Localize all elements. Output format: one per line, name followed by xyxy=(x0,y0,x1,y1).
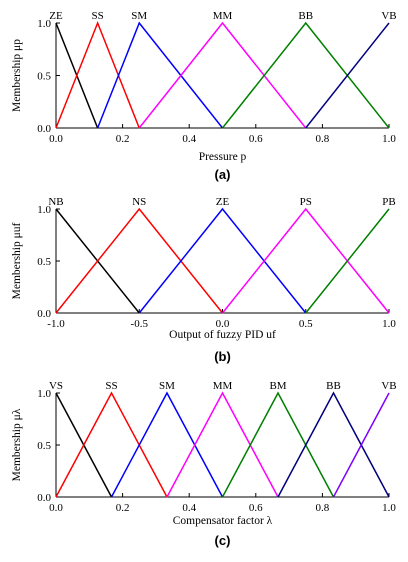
mf-line-ze xyxy=(138,207,307,314)
chart-panel-2: 0.0 0.2 0.4 0.6 0.8 1.00.00.51.0VS SS SM MM BM BB V… xyxy=(11,380,397,548)
x-tick-label: -0.5 xyxy=(131,318,149,330)
x-tick-label: 0.8 xyxy=(316,133,330,145)
y-tick-label: 1.0 xyxy=(37,18,51,30)
panel-letter: (a) xyxy=(215,167,231,182)
x-axis-title: Output of fuzzy PID uf xyxy=(169,329,276,341)
mf-label-ze: ZE xyxy=(49,10,63,22)
x-tick-label: 0.0 xyxy=(49,133,63,145)
mf-label-ss: SS xyxy=(105,380,117,392)
y-tick-label: 0.5 xyxy=(37,71,51,83)
mf-label-ns: NS xyxy=(132,196,146,208)
y-axis-title: Membership μuf xyxy=(11,222,23,299)
y-tick-label: 1.0 xyxy=(37,388,51,400)
x-tick-label: 0.0 xyxy=(49,502,63,514)
x-tick-label: 1.0 xyxy=(382,318,396,330)
mf-label-pb: PB xyxy=(382,196,395,208)
y-axis-title: Membership μp xyxy=(11,39,23,112)
mf-label-bb: BB xyxy=(298,10,313,22)
y-tick-label: 0.5 xyxy=(37,256,51,268)
mf-line-bb xyxy=(221,21,390,129)
mf-label-bb: BB xyxy=(326,380,341,392)
x-tick-label: 0.5 xyxy=(299,318,313,330)
mf-label-vs: VS xyxy=(49,380,63,392)
mf-line-mm xyxy=(166,391,279,498)
x-tick-label: 0.6 xyxy=(249,502,263,514)
mf-line-ss xyxy=(55,20,140,129)
mf-label-mm: MM xyxy=(213,10,233,22)
mf-label-sm: SM xyxy=(131,10,147,22)
y-tick-label: 1.0 xyxy=(37,204,51,216)
x-tick-label: 0.4 xyxy=(182,502,196,514)
x-tick-label: 0.0 xyxy=(216,318,230,330)
y-tick-label: 0.0 xyxy=(37,308,51,320)
mf-label-vb: VB xyxy=(381,10,396,22)
mf-line-sm xyxy=(96,21,224,129)
y-tick-label: 0.0 xyxy=(37,123,51,135)
mf-label-mm: MM xyxy=(213,380,233,392)
mf-line-ns xyxy=(55,207,224,314)
x-tick-label: 1.0 xyxy=(382,502,396,514)
chart-panel-0: 0.0 0.2 0.4 0.6 0.8 1.00.00.51.0ZE SS SM MM BB VBP… xyxy=(11,10,397,182)
y-tick-label: 0.5 xyxy=(37,440,51,452)
mf-label-ss: SS xyxy=(92,10,104,22)
x-tick-label: 0.2 xyxy=(116,502,130,514)
mf-line-bb xyxy=(277,391,390,498)
mf-label-ze: ZE xyxy=(216,196,230,208)
mf-line-ss xyxy=(55,391,168,498)
mf-label-nb: NB xyxy=(48,196,63,208)
panel-letter: (b) xyxy=(214,349,231,364)
mf-line-vb xyxy=(332,392,390,498)
mf-line-pb xyxy=(305,208,390,314)
y-tick-label: 0.0 xyxy=(37,492,51,504)
mf-line-mm xyxy=(138,21,307,129)
mf-line-bm xyxy=(221,391,335,498)
x-tick-label: 1.0 xyxy=(382,133,396,145)
mf-label-sm: SM xyxy=(159,380,175,392)
x-tick-label: 0.6 xyxy=(249,133,263,145)
mf-label-ps: PS xyxy=(300,196,312,208)
x-tick-label: 0.8 xyxy=(316,502,330,514)
x-tick-label: 0.4 xyxy=(182,133,196,145)
mf-line-ps xyxy=(221,207,390,314)
mf-label-bm: BM xyxy=(269,380,286,392)
mf-label-vb: VB xyxy=(381,380,396,392)
x-tick-label: 0.2 xyxy=(116,133,130,145)
y-axis-title: Membership μλ xyxy=(11,408,23,481)
panel-letter: (c) xyxy=(215,533,231,548)
mf-line-vb xyxy=(305,22,390,129)
x-axis-title: Compensator factor λ xyxy=(173,515,273,527)
mf-line-sm xyxy=(110,391,224,498)
x-axis-title: Pressure p xyxy=(199,151,247,163)
chart-panel-1: -1.0 -0.5 0.0 0.5 1.00.00.51.0NB NS ZE PS PBOutp… xyxy=(11,196,396,364)
x-tick-label: -1.0 xyxy=(47,318,65,330)
